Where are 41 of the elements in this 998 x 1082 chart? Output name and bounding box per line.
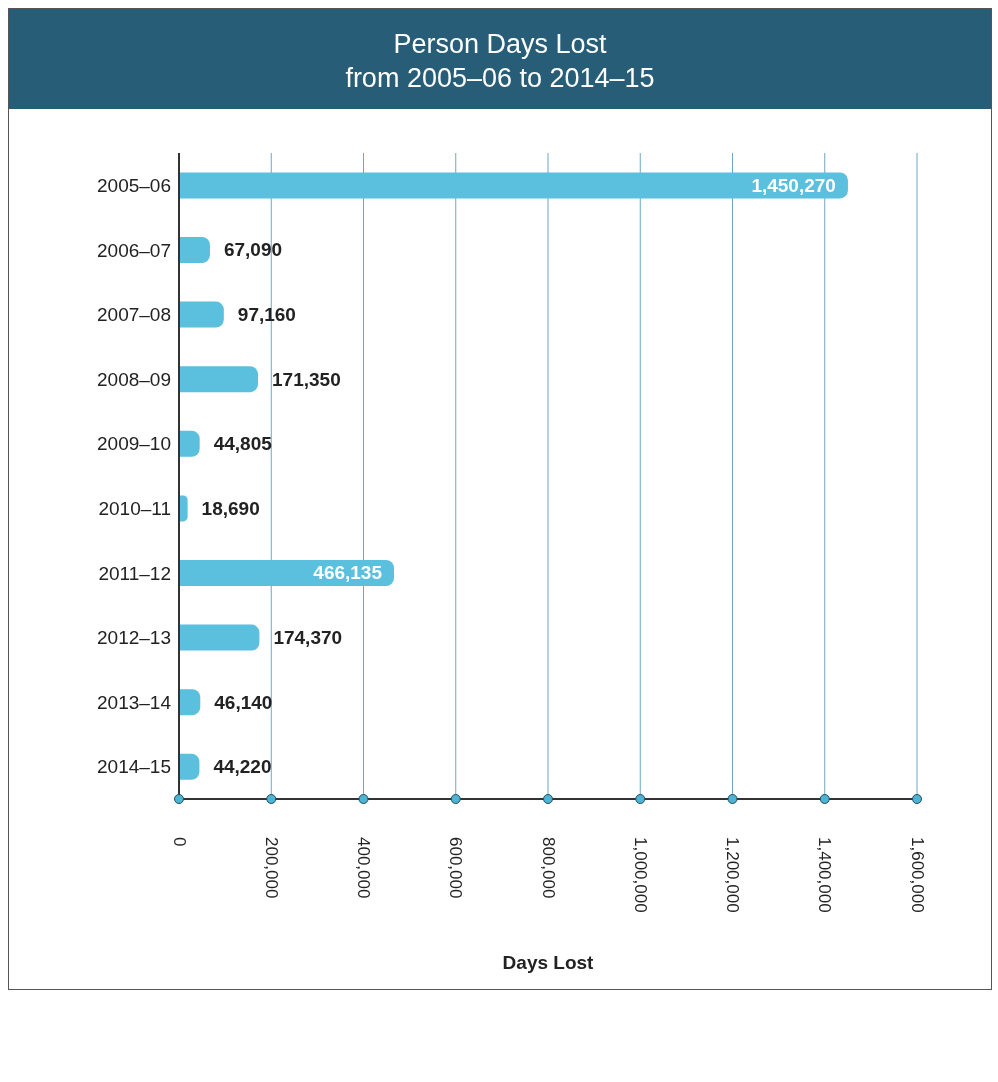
x-tick-label: 1,200,000 (723, 837, 742, 913)
data-label: 466,135 (313, 562, 383, 584)
y-tick-label: 2011–12 (98, 562, 171, 584)
y-tick-label: 2013–14 (97, 691, 172, 713)
chart-subtitle: from 2005–06 to 2014–15 (344, 62, 656, 95)
y-tick-label: 2005–06 (97, 175, 171, 197)
x-tick-label: 1,400,000 (815, 837, 835, 913)
x-tick-label: 800,000 (538, 837, 558, 899)
y-tick-label: 2014–15 (97, 756, 171, 778)
x-tick-label: 1,000,000 (630, 837, 650, 913)
x-tick-label: 600,000 (446, 837, 466, 899)
y-tick-label: 2008–09 (97, 368, 171, 390)
y-tick-label: 2012–13 (97, 627, 171, 649)
x-axis-title: Days Lost (502, 952, 595, 973)
data-label: 97,160 (237, 304, 296, 326)
bar (179, 624, 260, 651)
data-label: 44,220 (213, 756, 272, 778)
bar (179, 366, 259, 393)
bar (179, 236, 210, 263)
x-tick-label: 400,000 (354, 837, 373, 899)
data-label: 44,805 (213, 433, 273, 455)
data-label: 18,690 (201, 497, 260, 519)
bar (179, 689, 201, 716)
data-label: 67,090 (223, 239, 283, 261)
data-label: 1,450,270 (751, 174, 836, 196)
bar (179, 172, 848, 199)
chart-title: Person Days Lost (392, 28, 608, 61)
bar (179, 495, 188, 522)
data-label: 171,350 (272, 368, 341, 390)
y-tick-label: 2010–11 (98, 498, 171, 520)
y-tick-label: 2006–07 (97, 239, 171, 261)
x-tick-label: 0 (169, 837, 189, 847)
data-label: 174,370 (273, 627, 343, 649)
y-tick-label: 2009–10 (97, 433, 171, 455)
data-label: 46,140 (214, 691, 273, 713)
x-tick-label: 200,000 (261, 837, 281, 899)
y-tick-label: 2007–08 (97, 304, 171, 326)
bar (179, 430, 200, 457)
bar (179, 301, 224, 328)
x-tick-label: 1,600,000 (907, 837, 927, 913)
bar (179, 753, 200, 780)
